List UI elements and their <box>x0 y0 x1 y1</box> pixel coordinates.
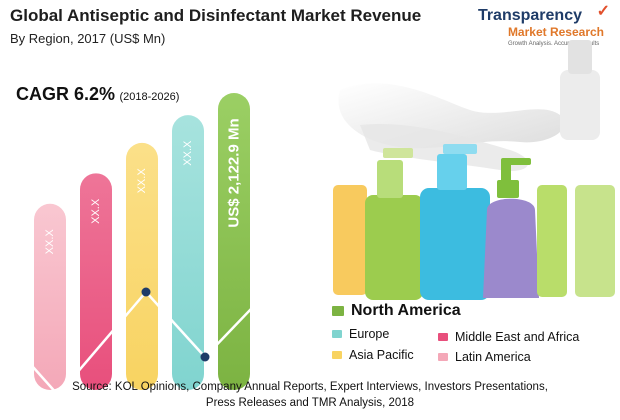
legend-item-europe: Europe <box>332 327 389 341</box>
legend-item-north-america: North America <box>332 302 461 320</box>
legend-label: Asia Pacific <box>349 348 414 362</box>
source-note: Source: KOL Opinions, Company Annual Rep… <box>0 379 620 411</box>
source-line-2: Press Releases and TMR Analysis, 2018 <box>205 397 415 409</box>
page-title: Global Antiseptic and Disinfectant Marke… <box>10 6 422 25</box>
bar-europe <box>172 115 204 390</box>
cagr-label: CAGR 6.2% (2018-2026) <box>16 84 179 105</box>
legend-label: North America <box>351 302 461 319</box>
cagr-period: (2018-2026) <box>119 91 180 103</box>
legend-label: Middle East and Africa <box>455 330 580 344</box>
legend-item-latin-america: Latin America <box>438 350 531 364</box>
cagr-value: CAGR 6.2% <box>16 84 116 104</box>
trend-marker <box>141 287 151 297</box>
trend-marker <box>200 352 210 362</box>
bar-north-america <box>218 93 250 390</box>
check-icon: ✓ <box>596 3 610 20</box>
brand-name: Transparency <box>477 7 582 24</box>
brand-sub: Market Research <box>507 25 604 39</box>
bar-label-asia-pacific: XX.X <box>136 168 148 194</box>
legend: North America Europe Middle East and Afr… <box>332 302 620 372</box>
legend-item-asia-pacific: Asia Pacific <box>332 348 414 362</box>
bar-label-europe: XX.X <box>182 140 194 166</box>
brand-tagline: Growth Analysis. Accurate Results <box>507 41 600 47</box>
legend-label: Latin America <box>455 350 531 364</box>
legend-swatch <box>438 333 448 341</box>
bar-label-north-america: US$ 2,122.9 Mn <box>226 118 243 227</box>
bottles-illustration <box>333 144 615 300</box>
bar-asia-pacific <box>126 142 158 390</box>
legend-item-middle-east-africa: Middle East and Africa <box>438 330 579 344</box>
bar-label-middle-east-and-africa: XX.X <box>90 198 102 224</box>
bar-middle-east-and-africa <box>80 173 112 390</box>
bar-latin-america <box>34 203 66 390</box>
brand-logo: Transparency Market Research Growth Anal… <box>477 4 610 48</box>
bar-label-latin-america: XX.X <box>44 229 56 255</box>
page-subtitle: By Region, 2017 (US$ Mn) <box>10 31 166 46</box>
legend-swatch <box>332 351 342 359</box>
legend-swatch <box>332 306 344 316</box>
source-line-1: Source: KOL Opinions, Company Annual Rep… <box>72 381 548 393</box>
legend-swatch <box>438 353 448 361</box>
legend-label: Europe <box>349 327 390 341</box>
legend-swatch <box>332 330 342 338</box>
